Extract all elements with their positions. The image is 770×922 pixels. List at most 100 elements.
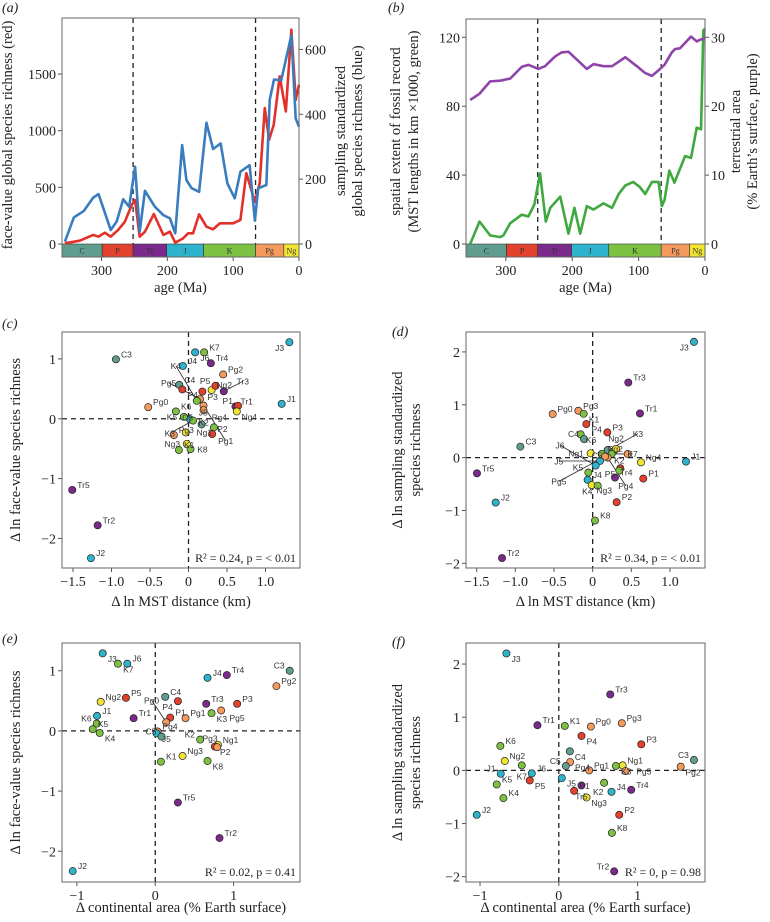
plot-frame — [61, 17, 300, 258]
data-point — [600, 778, 609, 787]
data-point — [612, 498, 621, 507]
data-point-label: K6 — [586, 435, 597, 445]
y-tick-label: 2 — [453, 346, 460, 361]
y-tick-label: 1 — [49, 665, 56, 680]
data-point — [129, 714, 138, 723]
data-point — [606, 690, 615, 699]
data-point — [612, 445, 620, 453]
data-point — [285, 666, 294, 675]
y-right-axis-label: sampling standardized — [333, 65, 349, 196]
y-tick-label: −2 — [445, 871, 460, 886]
data-point-label: K1 — [166, 752, 177, 762]
period-label: Tr — [551, 247, 559, 256]
data-point — [580, 435, 588, 443]
data-point — [496, 742, 505, 750]
data-point-label: C5 — [550, 756, 561, 766]
data-point — [611, 473, 619, 482]
data-point-label: Pg3 — [202, 733, 217, 743]
data-point — [682, 457, 690, 466]
data-point — [491, 498, 500, 507]
data-point — [517, 761, 526, 770]
x-axis-label: age (Ma) — [559, 280, 612, 296]
y-tick-label: 1 — [453, 711, 460, 726]
period-label: P — [520, 247, 525, 256]
y-tick-label: 1000 — [28, 125, 56, 140]
data-point — [211, 381, 220, 390]
data-point-label: C3 — [678, 750, 689, 760]
data-point — [610, 867, 619, 876]
data-point-label: Tr1 — [542, 715, 555, 725]
data-point — [583, 475, 592, 484]
data-point — [95, 728, 104, 737]
data-point-label: C4 — [575, 752, 586, 762]
data-point-label: Tr5 — [77, 480, 90, 490]
y-right-tick-label: 20 — [711, 100, 725, 115]
data-point — [215, 834, 224, 842]
data-point-label: Pg0 — [557, 404, 572, 414]
panel-f: (f) −1 0 1 −2 −1 0 1 2 Δ continental area (% Eart… — [390, 635, 706, 916]
period-label: Pg — [671, 247, 679, 256]
data-point — [492, 780, 501, 789]
data-point-label: K2 — [185, 730, 196, 740]
data-point-label: J4 — [617, 782, 626, 792]
data-point-label: K5 — [167, 412, 178, 422]
y-axis-label: (MST lengths in km ×1000, green) — [406, 30, 422, 232]
data-point-label: P4 — [591, 425, 602, 435]
data-point-label: K6 — [505, 736, 516, 746]
data-point-label: C3 — [525, 437, 536, 447]
period-label: K — [227, 247, 233, 256]
data-point — [199, 406, 208, 415]
data-point-label: P5 — [200, 376, 211, 386]
leader-line — [175, 365, 198, 402]
data-point — [639, 474, 648, 483]
data-point — [272, 682, 281, 691]
data-point-label: Tr4 — [216, 353, 229, 363]
data-point-label: Pg4 — [162, 722, 177, 732]
x-axis-label: age (Ma) — [154, 280, 207, 296]
y-tick-label: −2 — [41, 532, 56, 547]
data-point — [689, 337, 698, 346]
data-point-label: Pg5 — [551, 477, 566, 487]
data-point-label: Tr4 — [620, 468, 633, 478]
data-point — [93, 521, 102, 530]
data-point-label: J2 — [501, 493, 510, 503]
data-point-label: C5 — [146, 727, 157, 737]
data-point-label: Ng1 — [627, 755, 643, 765]
y-tick-label: 0 — [49, 725, 56, 740]
data-point-label: J6 — [537, 763, 546, 773]
x-tick-label: 0 — [185, 575, 192, 590]
data-point — [636, 409, 644, 418]
data-point — [502, 649, 511, 658]
data-point — [676, 762, 685, 771]
data-point-label: Ng4 — [242, 412, 258, 422]
panel-label: (f) — [392, 635, 406, 650]
data-point-label: Pg1 — [594, 760, 609, 770]
x-tick-label: −1 — [473, 889, 488, 904]
data-point-label: Tr4 — [232, 665, 245, 675]
data-point-label: K5 — [98, 719, 109, 729]
data-point-label: P5 — [131, 688, 142, 698]
data-point — [577, 731, 586, 740]
data-point — [213, 743, 222, 752]
data-point — [690, 756, 698, 764]
data-point-label: Pg3 — [179, 425, 194, 435]
data-points — [68, 338, 294, 563]
data-point-labels: J3Tr3Tr1Pg0C3J1K8Tr5J2Tr2P1P2Pg3K1Ng4P4K… — [482, 342, 700, 558]
x-tick-label: −1.5 — [464, 575, 489, 590]
data-point — [617, 719, 626, 728]
y-right-tick-label: 30 — [711, 31, 725, 46]
data-point-label: Tr4 — [636, 780, 649, 790]
data-point-label: Tr2 — [597, 861, 610, 871]
x-tick-label: 200 — [562, 264, 583, 279]
period-label: Ng — [692, 247, 702, 256]
y-tick-label: 80 — [446, 100, 460, 115]
data-point — [232, 407, 241, 416]
data-point-label: J3 — [680, 342, 689, 352]
data-point-label: K1 — [589, 414, 600, 424]
data-points — [473, 337, 698, 563]
data-point-label: K7 — [123, 664, 134, 674]
data-point-label: K4 — [582, 486, 593, 496]
y-tick-label: −2 — [445, 557, 460, 572]
